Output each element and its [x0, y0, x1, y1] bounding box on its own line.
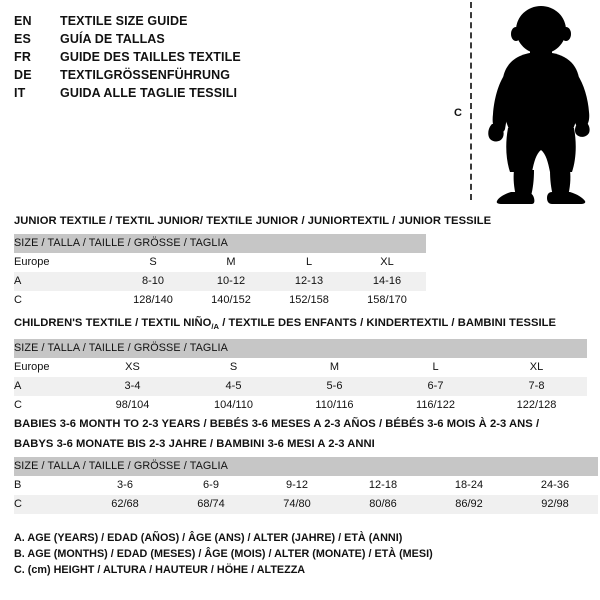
title-text-fr: GUIDE DES TAILLES TEXTILE [60, 50, 241, 64]
row-value: 7-8 [486, 377, 587, 397]
row-label: Europe [14, 358, 82, 378]
row-value: 158/170 [348, 291, 426, 310]
row-value: 116/122 [385, 396, 486, 416]
babies-size-table: SIZE / TALLA / TAILLE / GRÖSSE / TAGLIA … [14, 457, 598, 514]
table-row: B 3-6 6-9 9-12 12-18 18-24 24-36 [14, 476, 598, 495]
row-value: S [183, 358, 284, 378]
title-text-de: TEXTILGRÖSSENFÜHRUNG [60, 68, 231, 82]
row-value: 10-12 [192, 272, 270, 291]
row-label: C [14, 396, 82, 416]
title-row: IT GUIDA ALLE TAGLIE TESSILI [14, 84, 434, 102]
title-text-it: GUIDA ALLE TAGLIE TESSILI [60, 86, 238, 100]
row-value: XL [486, 358, 587, 378]
table-row: C 98/104 104/110 110/116 116/122 122/128 [14, 396, 587, 416]
babies-band-label: SIZE / TALLA / TAILLE / GRÖSSE / TAGLIA [14, 457, 598, 476]
row-value: 5-6 [284, 377, 385, 397]
title-row: EN TEXTILE SIZE GUIDE [14, 12, 434, 30]
junior-heading: JUNIOR TEXTILE / TEXTIL JUNIOR/ TEXTILE … [14, 215, 492, 227]
section-children: CHILDREN'S TEXTILE / TEXTIL NIÑO/A / TEX… [14, 316, 587, 416]
table-row: C 128/140 140/152 152/158 158/170 [14, 291, 426, 310]
row-value: 98/104 [82, 396, 183, 416]
row-value: 3-4 [82, 377, 183, 397]
table-band-row: SIZE / TALLA / TAILLE / GRÖSSE / TAGLIA [14, 234, 426, 253]
legend-line-a: A. AGE (YEARS) / EDAD (AÑOS) / ÂGE (ANS)… [14, 532, 403, 544]
row-value: XS [82, 358, 183, 378]
table-row: Europe XS S M L XL [14, 358, 587, 378]
legend-line-b: B. AGE (MONTHS) / EDAD (MESES) / ÂGE (MO… [14, 548, 433, 560]
row-value: 110/116 [284, 396, 385, 416]
row-label: C [14, 495, 82, 514]
table-row: A 3-4 4-5 5-6 6-7 7-8 [14, 377, 587, 397]
row-value: 80/86 [340, 495, 426, 514]
row-value: 128/140 [114, 291, 192, 310]
row-value: L [385, 358, 486, 378]
row-value: 12-18 [340, 476, 426, 495]
title-row: ES GUÍA DE TALLAS [14, 30, 434, 48]
row-value: 3-6 [82, 476, 168, 495]
title-row: DE TEXTILGRÖSSENFÜHRUNG [14, 66, 434, 84]
row-value: 140/152 [192, 291, 270, 310]
babies-heading-line1: BABIES 3-6 MONTH TO 2-3 YEARS / BEBÉS 3-… [14, 418, 540, 430]
table-row: C 62/68 68/74 74/80 80/86 86/92 92/98 [14, 495, 598, 514]
title-lang-en: EN [14, 14, 32, 28]
children-size-table: SIZE / TALLA / TAILLE / GRÖSSE / TAGLIA … [14, 339, 587, 416]
height-measurement-figure: C [440, 0, 600, 210]
row-value: M [284, 358, 385, 378]
row-value: 152/158 [270, 291, 348, 310]
title-lang-de: DE [14, 68, 32, 82]
row-value: 9-12 [254, 476, 340, 495]
legend-block: A. AGE (YEARS) / EDAD (AÑOS) / ÂGE (ANS)… [14, 530, 574, 578]
title-text-en: TEXTILE SIZE GUIDE [60, 14, 188, 28]
legend-line-c: C. (cm) HEIGHT / ALTURA / HAUTEUR / HÖHE… [14, 564, 306, 576]
height-marker-label: C [454, 107, 462, 119]
children-band-label: SIZE / TALLA / TAILLE / GRÖSSE / TAGLIA [14, 339, 587, 359]
junior-size-table: SIZE / TALLA / TAILLE / GRÖSSE / TAGLIA … [14, 234, 426, 310]
section-junior: JUNIOR TEXTILE / TEXTIL JUNIOR/ TEXTILE … [14, 214, 491, 310]
row-label: Europe [14, 253, 114, 272]
row-value: 68/74 [168, 495, 254, 514]
row-value: 18-24 [426, 476, 512, 495]
row-value: M [192, 253, 270, 272]
title-block: EN TEXTILE SIZE GUIDE ES GUÍA DE TALLAS … [14, 12, 434, 102]
children-heading: CHILDREN'S TEXTILE / TEXTIL NIÑO/A / TEX… [14, 316, 587, 334]
row-value: 104/110 [183, 396, 284, 416]
row-value: 14-16 [348, 272, 426, 291]
babies-heading-line2: BABYS 3-6 MONATE BIS 2-3 JAHRE / BAMBINI… [14, 438, 375, 450]
row-value: 6-7 [385, 377, 486, 397]
junior-band-label: SIZE / TALLA / TAILLE / GRÖSSE / TAGLIA [14, 234, 426, 253]
children-heading-post: / TEXTILE DES ENFANTS / KINDERTEXTIL / B… [219, 317, 557, 329]
row-value: 86/92 [426, 495, 512, 514]
title-text-es: GUÍA DE TALLAS [60, 32, 165, 46]
row-value: 6-9 [168, 476, 254, 495]
row-value: 62/68 [82, 495, 168, 514]
height-dashed-line [470, 2, 472, 200]
title-row: FR GUIDE DES TAILLES TEXTILE [14, 48, 434, 66]
row-label: A [14, 377, 82, 397]
table-band-row: SIZE / TALLA / TAILLE / GRÖSSE / TAGLIA [14, 339, 587, 359]
section-babies: BABIES 3-6 MONTH TO 2-3 YEARS / BEBÉS 3-… [14, 417, 598, 514]
row-value: 92/98 [512, 495, 598, 514]
row-label: B [14, 476, 82, 495]
children-heading-pre: CHILDREN'S TEXTILE / TEXTIL NIÑO [14, 317, 212, 329]
row-value: 74/80 [254, 495, 340, 514]
table-row: Europe S M L XL [14, 253, 426, 272]
title-lang-it: IT [14, 86, 26, 100]
row-value: S [114, 253, 192, 272]
row-value: XL [348, 253, 426, 272]
children-heading-subscript: /A [211, 322, 220, 332]
row-value: 122/128 [486, 396, 587, 416]
table-band-row: SIZE / TALLA / TAILLE / GRÖSSE / TAGLIA [14, 457, 598, 476]
title-lang-fr: FR [14, 50, 32, 64]
row-label: A [14, 272, 114, 291]
row-value: L [270, 253, 348, 272]
row-value: 8-10 [114, 272, 192, 291]
row-value: 12-13 [270, 272, 348, 291]
table-row: A 8-10 10-12 12-13 14-16 [14, 272, 426, 291]
row-value: 24-36 [512, 476, 598, 495]
toddler-silhouette-icon [488, 6, 590, 204]
row-label: C [14, 291, 114, 310]
row-value: 4-5 [183, 377, 284, 397]
title-lang-es: ES [14, 32, 32, 46]
